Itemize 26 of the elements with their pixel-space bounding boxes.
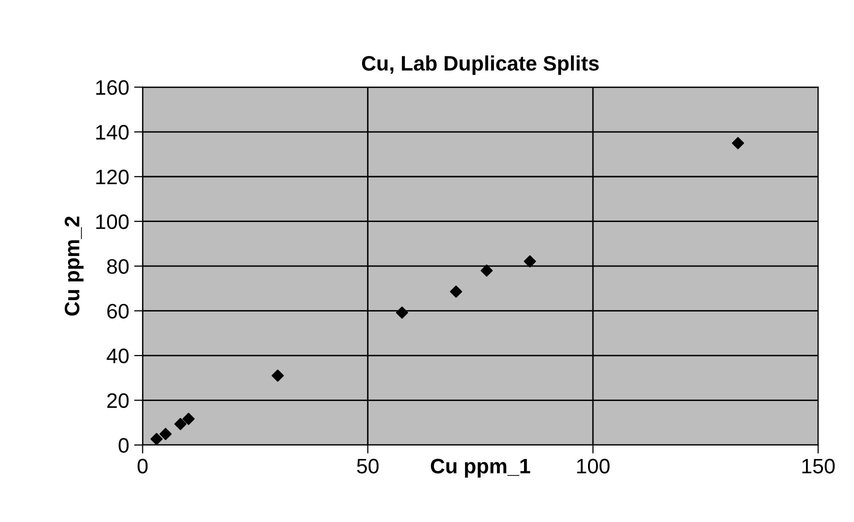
point (524, 255, 536, 268)
y-tick-label: 140 (96, 124, 129, 140)
x-axis-title: Cu ppm_1 (430, 458, 530, 478)
y-tick-label: 80 (107, 259, 129, 274)
y-tick-label: 100 (96, 214, 129, 230)
point (150, 432, 163, 446)
point (396, 306, 408, 319)
y-tick-label: 40 (106, 348, 129, 364)
point (732, 137, 744, 150)
y-tick-label: 0 (118, 438, 129, 453)
point (480, 264, 493, 277)
x-tick-label: 100 (577, 458, 610, 474)
point (182, 412, 195, 425)
y-tick-label: 120 (96, 170, 129, 184)
y-axis-title: Cu ppm_2 (64, 216, 84, 316)
y-tick-label: 160 (96, 80, 129, 95)
x-tick-label: 50 (357, 458, 379, 474)
y-tick-label: 60 (107, 304, 129, 319)
point (160, 428, 172, 440)
y-tick-label: 20 (107, 393, 129, 408)
x-tick-label: 0 (138, 458, 148, 474)
point (174, 418, 187, 430)
point (272, 370, 284, 382)
chart-title: Cu, Lab Duplicate Splits (362, 55, 599, 75)
point (450, 286, 462, 298)
x-tick-label: 150 (802, 458, 835, 474)
